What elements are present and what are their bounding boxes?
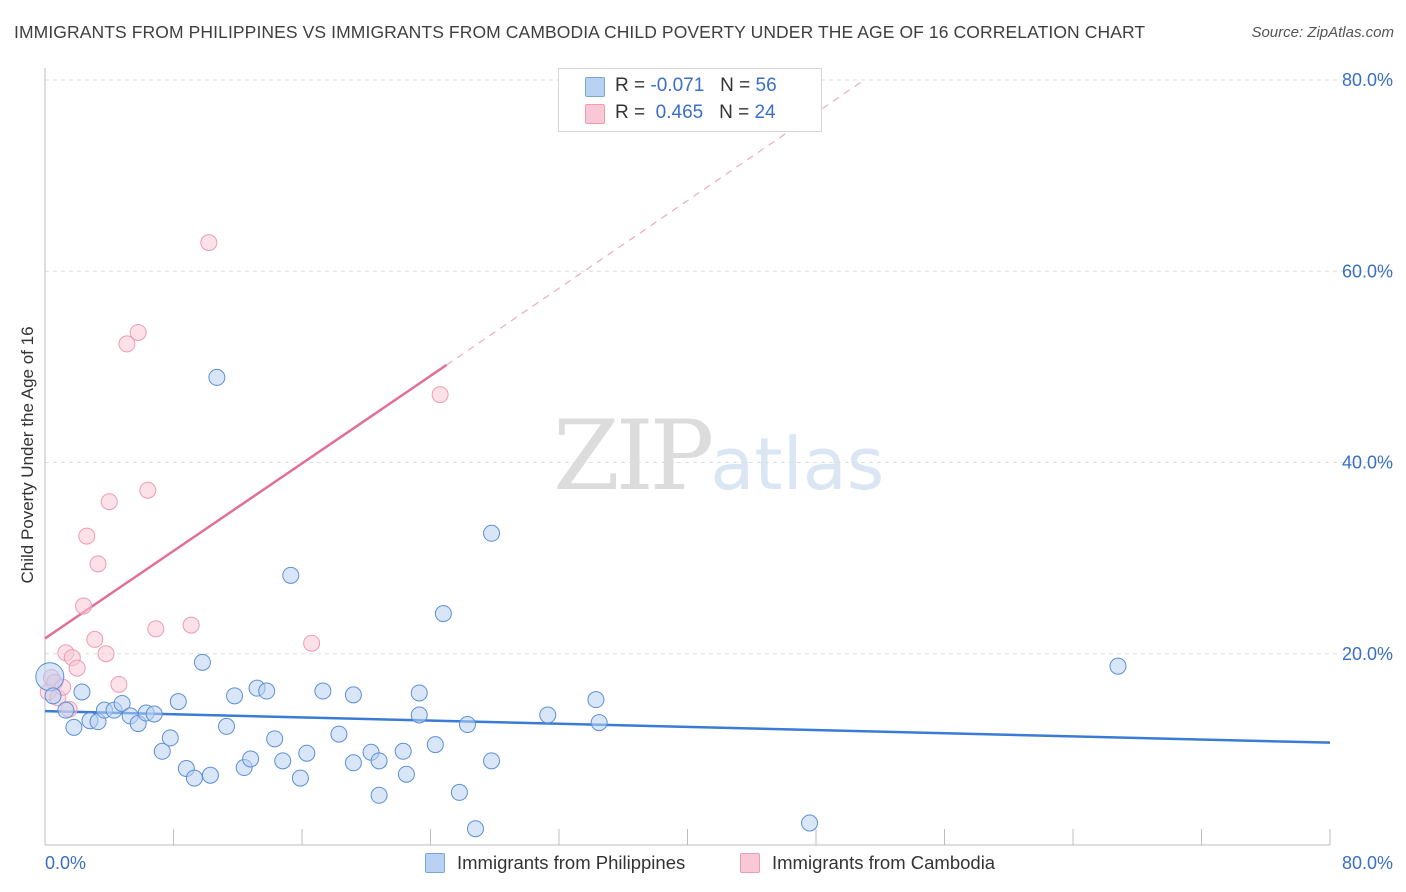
data-point-philippines [226, 687, 244, 705]
trend-line-philippines [44, 709, 1331, 744]
data-point-philippines [145, 705, 163, 723]
y-tick-label: 60.0% [1342, 261, 1393, 281]
data-point-philippines [330, 725, 348, 743]
data-point-philippines [298, 744, 316, 762]
data-point-cambodia [118, 335, 136, 353]
data-point-philippines [1109, 657, 1127, 675]
data-point-cambodia [86, 630, 104, 648]
series-label-cambodia: Immigrants from Cambodia [772, 852, 996, 873]
axes [44, 68, 1331, 846]
data-point-cambodia [78, 527, 96, 545]
data-point-philippines [410, 706, 428, 724]
legend-n-label: N = [720, 75, 751, 96]
data-point-philippines [169, 693, 187, 711]
legend-n-value-cambodia: 24 [754, 102, 776, 123]
data-point-cambodia [89, 555, 107, 573]
x-tick-label: 0.0% [45, 853, 86, 873]
data-point-philippines [587, 691, 605, 709]
x-tick-label: 80.0% [1342, 853, 1393, 873]
data-point-cambodia [68, 659, 86, 677]
data-point-philippines [218, 717, 236, 735]
data-point-philippines [57, 701, 75, 719]
source-credit: Source: ZipAtlas.com [1251, 24, 1394, 41]
data-point-philippines [208, 368, 226, 386]
data-point-cambodia [303, 634, 321, 652]
watermark: ZIPatlas [553, 400, 884, 512]
chart-title: IMMIGRANTS FROM PHILIPPINES VS IMMIGRANT… [14, 22, 1146, 42]
data-point-philippines [258, 682, 276, 700]
data-point-philippines [193, 653, 211, 671]
data-point-cambodia [129, 323, 147, 341]
data-point-cambodia [431, 386, 449, 404]
data-point-philippines [590, 714, 608, 732]
legend-n-label: N = [719, 102, 750, 123]
series-label-philippines: Immigrants from Philippines [457, 852, 686, 873]
legend-r-value-cambodia: 0.465 [655, 102, 704, 123]
data-point-philippines [35, 662, 65, 692]
data-point-cambodia [100, 493, 118, 511]
data-point-philippines [450, 783, 468, 801]
watermark-zip: ZIP [553, 400, 714, 512]
y-tick-label: 20.0% [1342, 644, 1393, 664]
data-point-cambodia [139, 481, 157, 499]
trend-line-cambodia [44, 363, 448, 640]
series-swatch-cambodia [740, 853, 760, 873]
data-point-philippines [458, 716, 476, 734]
data-point-philippines [266, 730, 284, 748]
data-point-philippines [344, 686, 362, 704]
y-tick-label: 40.0% [1342, 453, 1393, 473]
data-point-philippines [410, 684, 428, 702]
data-point-philippines [65, 718, 83, 736]
legend-n-value-philippines: 56 [755, 75, 777, 96]
data-point-philippines [274, 752, 292, 770]
data-point-philippines [801, 814, 819, 832]
y-tick-label: 80.0% [1342, 70, 1393, 90]
tick-labels: 20.0% 40.0% 60.0% 80.0% 0.0% 80.0% [45, 70, 1393, 873]
data-point-philippines [394, 742, 412, 760]
data-point-cambodia [182, 616, 200, 634]
data-point-philippines [539, 706, 557, 724]
stats-legend: R = -0.071 N = 56 R = 0.465 N = 24 [558, 68, 822, 132]
data-point-cambodia [97, 645, 115, 663]
legend-r-label: R = [615, 102, 646, 123]
data-point-philippines [434, 605, 452, 623]
data-point-philippines [153, 742, 171, 760]
legend-r-label: R = [615, 75, 646, 96]
series-swatch-philippines [425, 853, 445, 873]
data-point-philippines [483, 524, 501, 542]
data-point-philippines [73, 683, 91, 701]
data-points [35, 234, 1127, 838]
data-point-cambodia [110, 675, 128, 693]
data-point-philippines [282, 566, 300, 584]
watermark-atlas: atlas [710, 422, 885, 506]
data-point-philippines [426, 736, 444, 754]
data-point-philippines [185, 769, 203, 787]
data-point-philippines [483, 752, 501, 770]
data-point-philippines [314, 682, 332, 700]
legend-swatch-cambodia [585, 104, 605, 124]
data-point-philippines [291, 769, 309, 787]
data-point-philippines [44, 687, 62, 705]
data-point-philippines [370, 786, 388, 804]
gridlines [45, 79, 1392, 655]
legend-swatch-philippines [585, 77, 605, 97]
legend-r-value-philippines: -0.071 [650, 75, 705, 96]
data-point-philippines [344, 754, 362, 772]
data-point-cambodia [75, 597, 93, 615]
data-point-philippines [370, 752, 388, 770]
y-axis-label: Child Poverty Under the Age of 16 [18, 326, 37, 584]
data-point-cambodia [147, 620, 165, 638]
trend-lines [44, 79, 1331, 744]
data-point-philippines [201, 766, 219, 784]
data-point-philippines [397, 765, 415, 783]
data-point-philippines [161, 729, 179, 747]
data-point-philippines [113, 694, 131, 712]
data-point-cambodia [200, 234, 218, 252]
data-point-philippines [242, 750, 260, 768]
data-point-philippines [466, 820, 484, 838]
